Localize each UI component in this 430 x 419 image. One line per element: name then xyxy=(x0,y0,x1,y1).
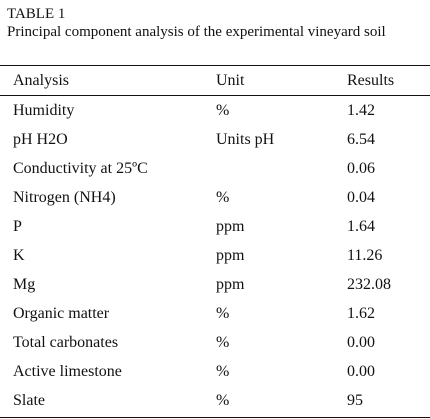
cell-result: 11.26 xyxy=(347,247,383,264)
cell-analysis: Organic matter xyxy=(13,305,110,322)
table-row: K ppm 11.26 xyxy=(0,241,430,270)
table-row: Conductivity at 25ºC 0.06 xyxy=(0,154,430,183)
cell-unit: % xyxy=(216,392,230,409)
table-row: pH H2O Units pH 6.54 xyxy=(0,125,430,154)
column-header-analysis: Analysis xyxy=(13,72,69,89)
table-row: Humidity % 1.42 xyxy=(0,96,430,125)
table-row: Active limestone % 0.00 xyxy=(0,357,430,386)
cell-result: 0.06 xyxy=(347,160,375,177)
cell-analysis: Active limestone xyxy=(13,363,122,380)
cell-result: 6.54 xyxy=(347,131,375,148)
cell-analysis: Humidity xyxy=(13,102,75,119)
cell-result: 1.42 xyxy=(347,102,375,119)
table-row: Mg ppm 232.08 xyxy=(0,270,430,299)
table-row: Nitrogen (NH4) % 0.04 xyxy=(0,183,430,212)
cell-analysis: pH H2O xyxy=(13,131,68,148)
cell-result: 232.08 xyxy=(347,276,391,293)
cell-analysis: Total carbonates xyxy=(13,334,119,351)
cell-analysis: Slate xyxy=(13,392,45,409)
cell-unit: ppm xyxy=(216,218,245,235)
column-header-results: Results xyxy=(347,72,395,89)
cell-result: 95 xyxy=(347,392,363,409)
cell-unit: % xyxy=(216,189,230,206)
cell-result: 0.00 xyxy=(347,363,375,380)
table-caption: TABLE 1 Principal component analysis of … xyxy=(7,5,425,41)
cell-result: 1.62 xyxy=(347,305,375,322)
cell-analysis: P xyxy=(13,218,22,235)
table-row: Organic matter % 1.62 xyxy=(0,299,430,328)
table-row: P ppm 1.64 xyxy=(0,212,430,241)
cell-unit: ppm xyxy=(216,247,245,264)
cell-analysis: Nitrogen (NH4) xyxy=(13,189,116,206)
table-title: Principal component analysis of the expe… xyxy=(7,24,386,40)
cell-analysis: Conductivity at 25ºC xyxy=(13,160,148,177)
cell-unit: ppm xyxy=(216,276,245,293)
table-bottom-rule xyxy=(0,417,430,418)
cell-result: 0.00 xyxy=(347,334,375,351)
cell-unit: % xyxy=(216,305,230,322)
cell-unit: % xyxy=(216,102,230,119)
cell-unit: % xyxy=(216,363,230,380)
table-header-row: Analysis Unit Results xyxy=(0,66,430,95)
table-label: TABLE 1 xyxy=(7,6,66,22)
table-row: Slate % 95 xyxy=(0,386,430,415)
cell-unit: Units pH xyxy=(216,131,275,148)
table-row: Total carbonates % 0.00 xyxy=(0,328,430,357)
cell-unit: % xyxy=(216,334,230,351)
table-header-rule xyxy=(0,95,430,96)
column-header-unit: Unit xyxy=(216,72,245,89)
cell-analysis: K xyxy=(13,247,25,264)
cell-result: 0.04 xyxy=(347,189,375,206)
cell-analysis: Mg xyxy=(13,276,36,293)
cell-result: 1.64 xyxy=(347,218,375,235)
table-top-rule xyxy=(0,65,430,66)
